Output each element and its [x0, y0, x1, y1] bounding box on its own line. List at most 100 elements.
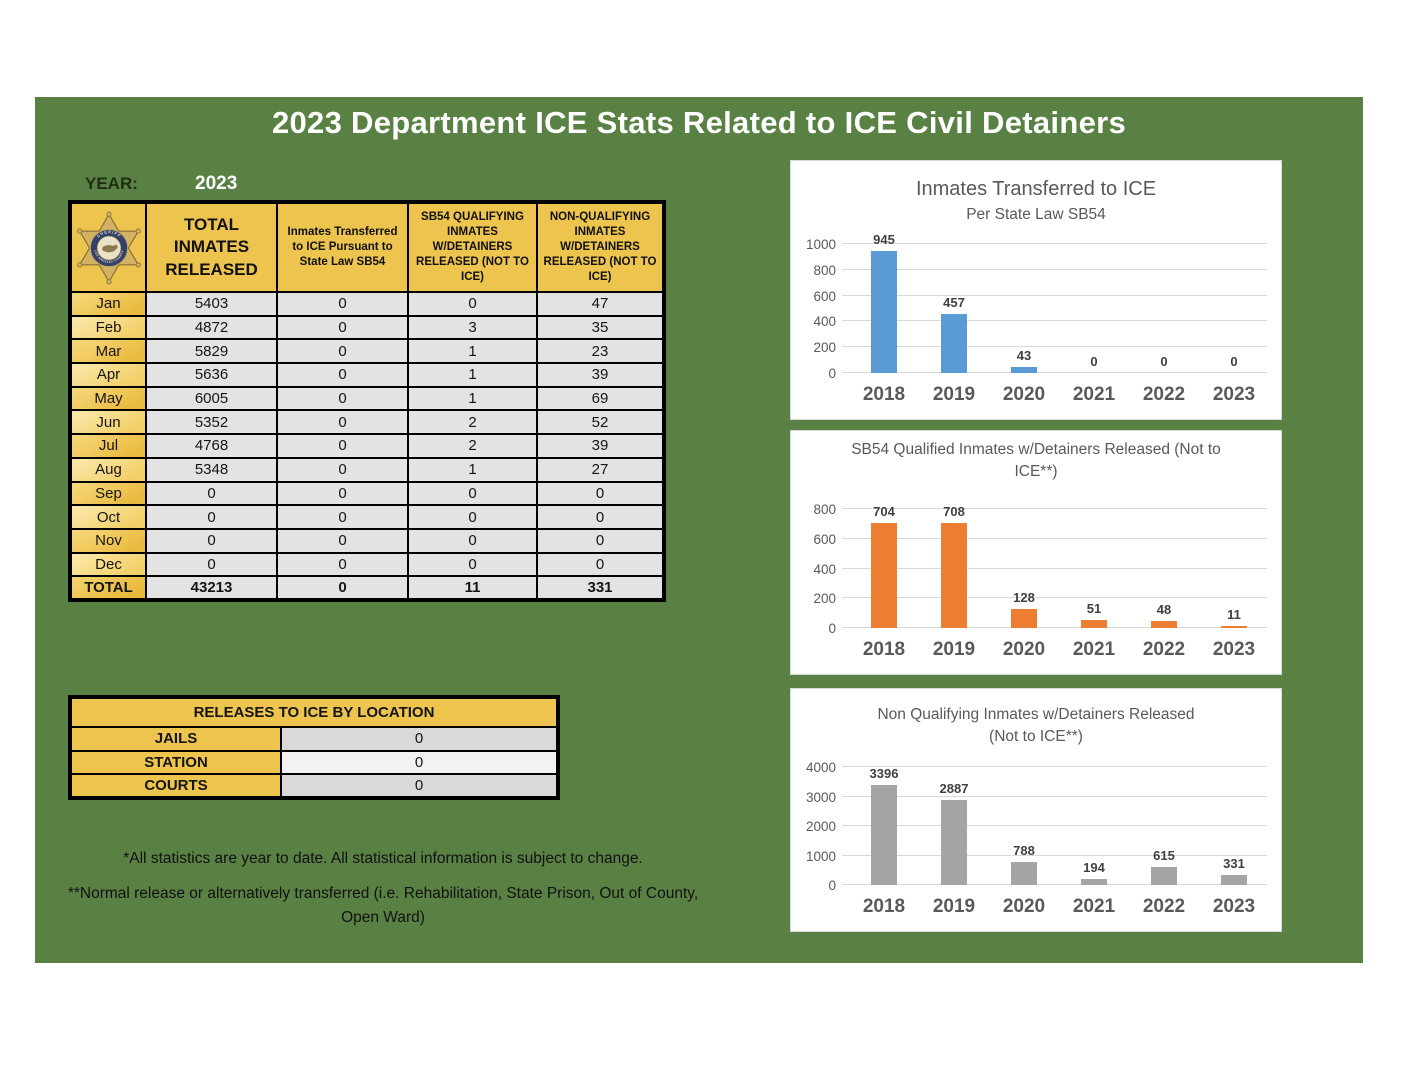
table-row: Aug 5348 0 1 27: [69, 456, 665, 483]
x-axis-label: 2023: [1212, 896, 1256, 917]
value-cell: 4872: [145, 314, 278, 341]
value-cell: 47: [536, 291, 665, 317]
chart-non-qualifying-detainers-released: Non Qualifying Inmates w/Detainers Relea…: [790, 688, 1282, 932]
gridline: [842, 320, 1267, 322]
report-panel: 2023 Department ICE Stats Related to ICE…: [35, 97, 1363, 963]
value-cell: 0: [276, 338, 409, 365]
value-cell: 0: [276, 456, 409, 483]
y-axis-tick: 0: [828, 878, 836, 893]
bar-value-label: 788: [1013, 842, 1035, 858]
chart-plot-area: 0 200 400 600 800 704 2018 708 2019 128 2020 51 2021…: [813, 502, 1267, 660]
bar-value-label: 128: [1013, 589, 1035, 605]
total-value-cell: 43213: [145, 575, 278, 601]
y-axis-tick: 0: [828, 366, 836, 381]
bar-value-label: 51: [1086, 601, 1102, 617]
chart-title-line: Non Qualifying Inmates w/Detainers Relea…: [877, 706, 1195, 723]
gridline: [842, 854, 1267, 856]
value-cell: 0: [407, 504, 538, 530]
x-axis-label: 2022: [1142, 896, 1186, 917]
footnotes: *All statistics are year to date. All st…: [63, 847, 703, 941]
header-non-qualifying: NON-QUALIFYING INMATES W/DETAINERS RELEA…: [536, 201, 665, 293]
bar-2020: [1011, 367, 1037, 373]
value-cell: 0: [536, 504, 665, 530]
x-axis-label: 2020: [1002, 384, 1046, 405]
x-axis-label: 2020: [1002, 896, 1046, 917]
chart-title: Inmates Transferred to ICE Per State Law …: [801, 175, 1271, 226]
value-cell: 2: [407, 409, 538, 436]
header-transferred-ice: Inmates Transferred to ICE Pursuant to S…: [276, 201, 409, 293]
header-total-inmates: TOTAL INMATES RELEASED: [145, 201, 278, 293]
gridline: [842, 372, 1267, 373]
bar-2018: [871, 784, 897, 885]
y-axis-tick: 400: [813, 314, 836, 330]
gridline: [842, 268, 1267, 270]
table-row: Mar 5829 0 1 23: [69, 338, 665, 365]
value-cell: 0: [407, 551, 538, 578]
table-row: Jul 4768 0 2 39: [69, 433, 665, 459]
bar-2023: [1221, 875, 1247, 885]
value-cell: 52: [536, 409, 665, 436]
value-cell: 5636: [145, 362, 278, 388]
x-axis-label: 2021: [1072, 384, 1116, 405]
bar-2020: [1011, 861, 1037, 885]
footnote-normal-release: **Normal release or alternatively transf…: [67, 885, 699, 927]
bar-value-label: 3396: [869, 765, 899, 781]
value-cell: 0: [145, 527, 278, 554]
value-cell: 39: [536, 362, 665, 388]
value-cell: 69: [536, 385, 665, 412]
value-cell: 0: [276, 362, 409, 388]
table-row: Sep 0 0 0 0: [69, 480, 665, 507]
bar-value-label: 0: [1090, 354, 1098, 369]
value-cell: 0: [145, 504, 278, 530]
total-value-cell: 11: [407, 575, 538, 601]
chart-title-line: Inmates Transferred to ICE: [915, 178, 1157, 200]
value-cell: 4768: [145, 433, 278, 459]
y-axis-tick: 1000: [805, 237, 836, 252]
bar-value-label: 0: [1230, 354, 1238, 369]
y-axis-tick: 200: [813, 340, 836, 356]
value-cell: 0: [276, 314, 409, 341]
gridline: [842, 627, 1267, 628]
year-row: YEAR: 2023: [85, 173, 237, 195]
x-axis-label: 2018: [862, 384, 906, 405]
month-cell: Apr: [69, 362, 147, 388]
total-label-cell: TOTAL: [69, 575, 147, 601]
value-cell: 0: [536, 551, 665, 578]
bar-2019: [941, 799, 967, 885]
month-cell: May: [69, 385, 147, 412]
bar-2019: [941, 314, 967, 373]
table-header-row: SHERIFF LOS ANGELES COUNTY TOTAL INMATES…: [69, 201, 665, 293]
month-cell: Jan: [69, 291, 147, 317]
releases-row: STATION 0: [69, 749, 559, 775]
value-cell: 3: [407, 314, 538, 341]
x-axis-label: 2022: [1142, 384, 1186, 405]
value-cell: 0: [276, 527, 409, 554]
bar-2022: [1151, 866, 1177, 885]
year-label: YEAR:: [85, 174, 138, 193]
y-axis-tick: 600: [813, 531, 836, 547]
chart-subtitle-line: (Not to ICE**): [989, 728, 1083, 746]
chart-sb54-qualified-detainers-released: SB54 Qualified Inmates w/Detainers Relea…: [790, 430, 1282, 675]
bar-2022: [1151, 620, 1177, 628]
location-cell: STATION: [69, 749, 282, 775]
bar-2018: [871, 251, 897, 373]
releases-by-location-table: RELEASES TO ICE BY LOCATION JAILS 0 STATIO…: [68, 695, 560, 800]
month-cell: Oct: [69, 504, 147, 530]
value-cell: 0: [407, 291, 538, 317]
x-axis-label: 2019: [932, 639, 976, 660]
y-axis-tick: 0: [828, 621, 836, 636]
monthly-stats-table: SHERIFF LOS ANGELES COUNTY TOTAL INMATES…: [68, 200, 666, 602]
chart-subtitle-line: ICE**): [1014, 463, 1058, 481]
bar-value-label: 194: [1083, 860, 1105, 876]
table-row: Feb 4872 0 3 35: [69, 314, 665, 341]
y-axis-tick: 2000: [805, 819, 836, 834]
table-row: May 6005 0 1 69: [69, 385, 665, 412]
value-cell: 6005: [145, 385, 278, 412]
bar-value-label: 457: [943, 295, 965, 311]
bar-value-label: 43: [1016, 348, 1032, 364]
value-cell: 1: [407, 362, 538, 388]
sheriff-badge-icon: SHERIFF LOS ANGELES COUNTY: [76, 211, 141, 284]
value-cell: 5829: [145, 338, 278, 365]
table-row: Nov 0 0 0 0: [69, 527, 665, 554]
chart-title-line: SB54 Qualified Inmates w/Detainers Relea…: [851, 441, 1221, 458]
